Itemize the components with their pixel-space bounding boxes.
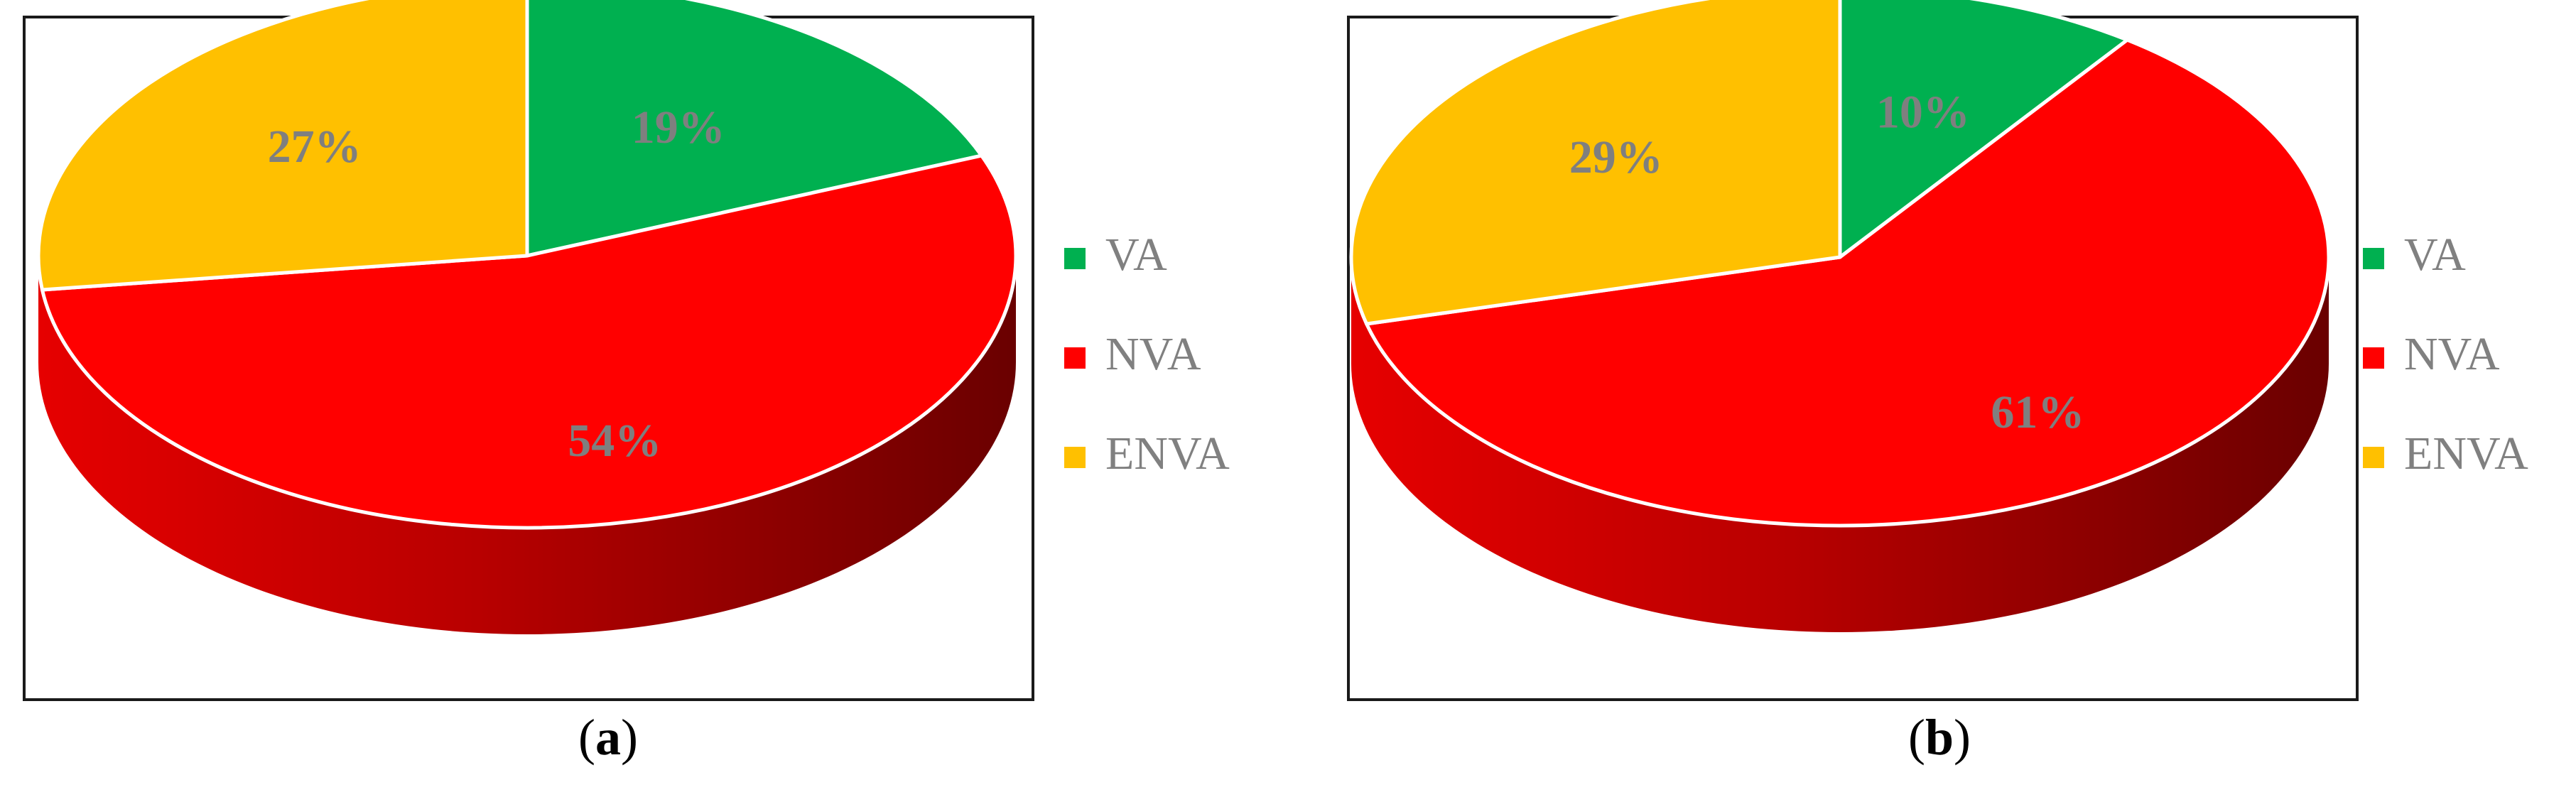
pie-chart-b: 10% 61% 29% VA NVA ENVA [1349,0,2528,632]
legend-label-va: VA [2404,229,2466,281]
data-label-enva: 29% [1569,131,1663,183]
legend-swatch-nva [2363,347,2384,369]
pie-chart-a: 19% 54% 27% VA NVA ENVA [36,0,1230,634]
legend-label-nva: NVA [1105,328,1201,380]
legend-swatch-va [1064,248,1086,269]
panel-caption-a: (a) [578,709,638,766]
data-label-nva: 54% [568,415,661,467]
pie-side-wall [1351,257,2329,632]
data-label-va: 19% [632,102,725,153]
pie-slice-enva [36,0,529,292]
data-label-va: 10% [1876,86,1970,138]
panel-caption-b: (b) [1907,709,1971,766]
legend-label-enva: ENVA [1105,428,1230,479]
legend-label-enva: ENVA [2404,428,2528,479]
pie-slice-nva [40,153,1018,530]
legend-label-nva: NVA [2404,328,2500,380]
legend-label-va: VA [1105,229,1167,281]
panel-label-a: a [595,709,621,766]
legend-swatch-va [2363,248,2384,269]
panel-label-b: b [1925,709,1954,766]
pie-slice-va [525,0,984,258]
data-label-nva: 61% [1991,386,2084,438]
pie-side-wall [38,256,1016,634]
pie-slice-nva [1365,38,2331,528]
legend-swatch-nva [1064,347,1086,369]
pie-slice-enva [1349,0,1842,326]
pie-slice-va [1838,0,2129,259]
legend-swatch-enva [1064,447,1086,468]
legend-swatch-enva [2363,447,2384,468]
data-label-enva: 27% [268,121,362,173]
